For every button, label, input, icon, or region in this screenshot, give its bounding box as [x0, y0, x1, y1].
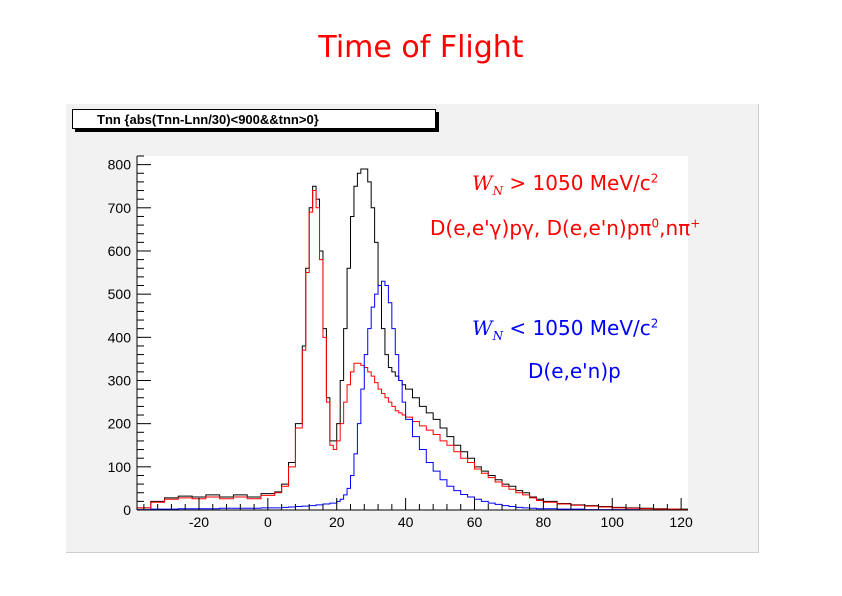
y-tick-label-800: 800 [108, 157, 132, 173]
x-tick-label-0: 0 [264, 514, 272, 530]
red-reactions-gamma: γ [489, 216, 502, 240]
y-tick-label-400: 400 [108, 329, 132, 345]
blue-cut-sub: N [492, 329, 504, 343]
x-tick-label-100: 100 [601, 514, 625, 530]
red-reactions-pi2: π [678, 216, 691, 240]
x-tick-label-60: 60 [467, 514, 483, 530]
red-reactions-b: )p [501, 216, 523, 240]
red-reactions-c: , D(e,e'n)p [533, 216, 640, 240]
red-reactions-pi-sup: 0 [651, 216, 660, 231]
red-cut-text: > 1050 MeV/c [509, 171, 651, 195]
x-tick-label--20: -20 [189, 514, 209, 530]
x-tick-label-120: 120 [669, 514, 693, 530]
y-tick-label-0: 0 [123, 502, 131, 518]
red-cut-annotation: WN > 1050 MeV/c2 [472, 171, 658, 198]
histogram-stat-box[interactable]: Tnn {abs(Tnn-Lnn/30)<900&&tnn>0} [72, 109, 436, 129]
blue-cut-w: W [472, 316, 493, 340]
blue-reaction-text: D(e,e'n)p [528, 359, 621, 383]
x-tick-label-80: 80 [536, 514, 552, 530]
y-tick-label-300: 300 [108, 372, 132, 388]
blue-cut-annotation: WN < 1050 MeV/c2 [472, 316, 658, 343]
y-tick-label-700: 700 [108, 200, 132, 216]
red-reactions-gamma2: γ [522, 216, 534, 240]
x-tick-label-40: 40 [398, 514, 414, 530]
red-reactions-pi: π [639, 216, 652, 240]
y-tick-label-100: 100 [108, 459, 132, 475]
red-reactions-pi2-sup: + [690, 216, 701, 231]
blue-cut-sup: 2 [650, 316, 659, 331]
y-tick-label-600: 600 [108, 243, 132, 259]
blue-reaction-annotation: D(e,e'n)p [528, 359, 621, 383]
y-tick-label-200: 200 [108, 416, 132, 432]
red-reactions-annotation: D(e,e'γ)pγ, D(e,e'n)pπ0,nπ+ [430, 216, 700, 240]
x-tick-label-20: 20 [329, 514, 345, 530]
red-reactions-d: ,n [659, 216, 679, 240]
y-tick-label-500: 500 [108, 286, 132, 302]
red-cut-sup: 2 [650, 171, 659, 186]
page-title: Time of Flight [318, 30, 524, 65]
blue-cut-text: < 1050 MeV/c [509, 316, 651, 340]
red-reactions-a: D(e,e' [430, 216, 490, 240]
histogram-series-1 [136, 190, 688, 511]
red-cut-sub: N [492, 184, 504, 198]
red-cut-w: W [472, 171, 493, 195]
plot-area [137, 156, 688, 510]
